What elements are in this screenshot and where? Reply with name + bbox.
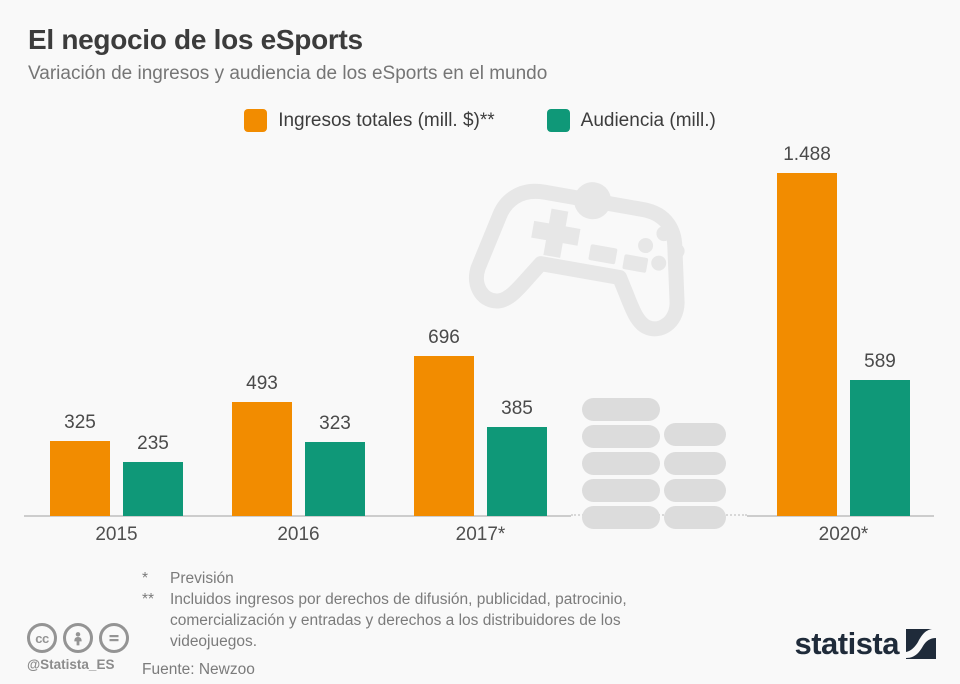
bar-ingresos-2020 [777,173,837,516]
statista-logo-mark [906,629,936,659]
x-axis-label-2020: 2020* [818,524,869,545]
value-label-audiencia-2017: 385 [501,398,533,419]
legend-label-ingresos: Ingresos totales (mill. $)** [278,109,495,131]
legend-swatch-ingresos [244,109,268,132]
coin-stacks-icon [576,390,728,537]
bar-audiencia-2017 [487,427,547,516]
attribution-person-icon [63,623,93,653]
value-label-audiencia-2020: 589 [864,351,896,372]
bar-ingresos-2017 [414,356,474,516]
license-icons: cc [27,623,129,653]
creative-commons-icon: cc [27,623,57,653]
statista-logo: statista [794,626,936,661]
legend-item-audiencia: Audiencia (mill.) [546,109,716,132]
footnote-prevision: * Previsión [142,568,687,589]
source-note: Fuente: Newzoo [142,661,255,678]
game-controller-icon [462,158,707,358]
footnote-marker: * [142,570,149,587]
footnote-text: Incluidos ingresos por derechos de difus… [170,591,627,650]
x-axis-line-left [24,515,571,517]
legend-item-ingresos: Ingresos totales (mill. $)** [244,109,495,132]
footnote-ingresos: ** Incluidos ingresos por derechos de di… [142,589,687,652]
legend-swatch-audiencia [546,109,570,132]
x-axis-label-2017: 2017* [455,524,506,545]
x-axis-label-2016: 2016 [277,524,320,545]
x-axis-label-2015: 2015 [95,524,138,545]
footnote-text: Previsión [170,570,234,587]
bar-audiencia-2020 [850,380,910,516]
bar-audiencia-2015 [123,462,183,516]
page-subtitle: Variación de ingresos y audiencia de los… [28,63,548,84]
value-label-ingresos-2015: 325 [64,412,96,433]
bar-audiencia-2016 [305,442,365,516]
bar-ingresos-2016 [232,402,292,516]
value-label-ingresos-2020: 1.488 [783,144,831,165]
legend-label-audiencia: Audiencia (mill.) [580,109,716,131]
twitter-handle: @Statista_ES [27,657,115,672]
statista-logo-text: statista [794,626,899,661]
no-derivatives-icon [99,623,129,653]
value-label-audiencia-2016: 323 [319,413,351,434]
page-title: El negocio de los eSports [28,24,363,55]
footnotes: * Previsión ** Incluidos ingresos por de… [142,568,687,680]
chart-legend: Ingresos totales (mill. $)** Audiencia (… [0,109,960,132]
value-label-audiencia-2015: 235 [137,433,169,454]
value-label-ingresos-2016: 493 [246,373,278,394]
value-label-ingresos-2017: 696 [428,327,460,348]
footnote-marker: ** [142,591,155,608]
x-axis-line-right [747,515,934,517]
bar-ingresos-2015 [50,441,110,516]
